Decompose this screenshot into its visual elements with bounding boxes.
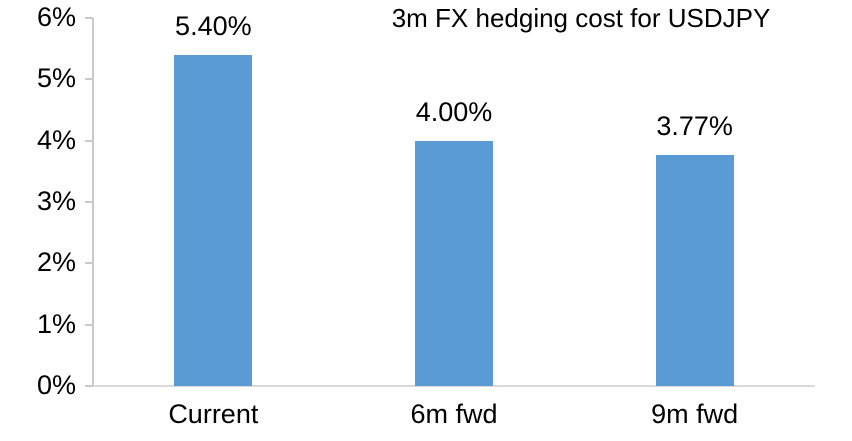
- y-axis-tick-label: 1%: [36, 308, 76, 339]
- y-axis-tick: [85, 262, 93, 265]
- chart-title: 3m FX hedging cost for USDJPY: [391, 3, 771, 33]
- y-axis-tick-label: 2%: [36, 247, 76, 278]
- x-axis-category-label: 9m fwd: [651, 399, 739, 429]
- bar-value-label: 4.00%: [415, 96, 493, 127]
- y-axis-tick-label: 0%: [36, 370, 76, 400]
- y-axis-tick-label: 4%: [36, 124, 76, 155]
- x-axis-category-label: Current: [168, 399, 259, 429]
- y-axis-tick: [85, 139, 93, 142]
- y-axis-tick-label: 5%: [36, 63, 76, 94]
- bar-9m-fwd: [655, 154, 734, 386]
- bar-value-label: 3.77%: [656, 110, 733, 141]
- y-axis-tick-label: 3%: [36, 186, 76, 216]
- x-axis-line: [93, 385, 815, 387]
- y-axis-tick: [85, 385, 93, 387]
- bar-current: [174, 54, 253, 386]
- y-axis-tick: [85, 323, 93, 326]
- bar-value-label: 5.40%: [175, 10, 252, 41]
- y-axis-tick: [85, 17, 93, 19]
- y-axis-tick: [85, 78, 93, 81]
- y-axis-tick-label: 6%: [36, 2, 76, 32]
- bar-6m-fwd: [415, 140, 493, 386]
- x-axis-category-label: 6m fwd: [410, 399, 498, 429]
- y-axis-tick: [85, 201, 93, 203]
- y-axis-line: [92, 18, 94, 387]
